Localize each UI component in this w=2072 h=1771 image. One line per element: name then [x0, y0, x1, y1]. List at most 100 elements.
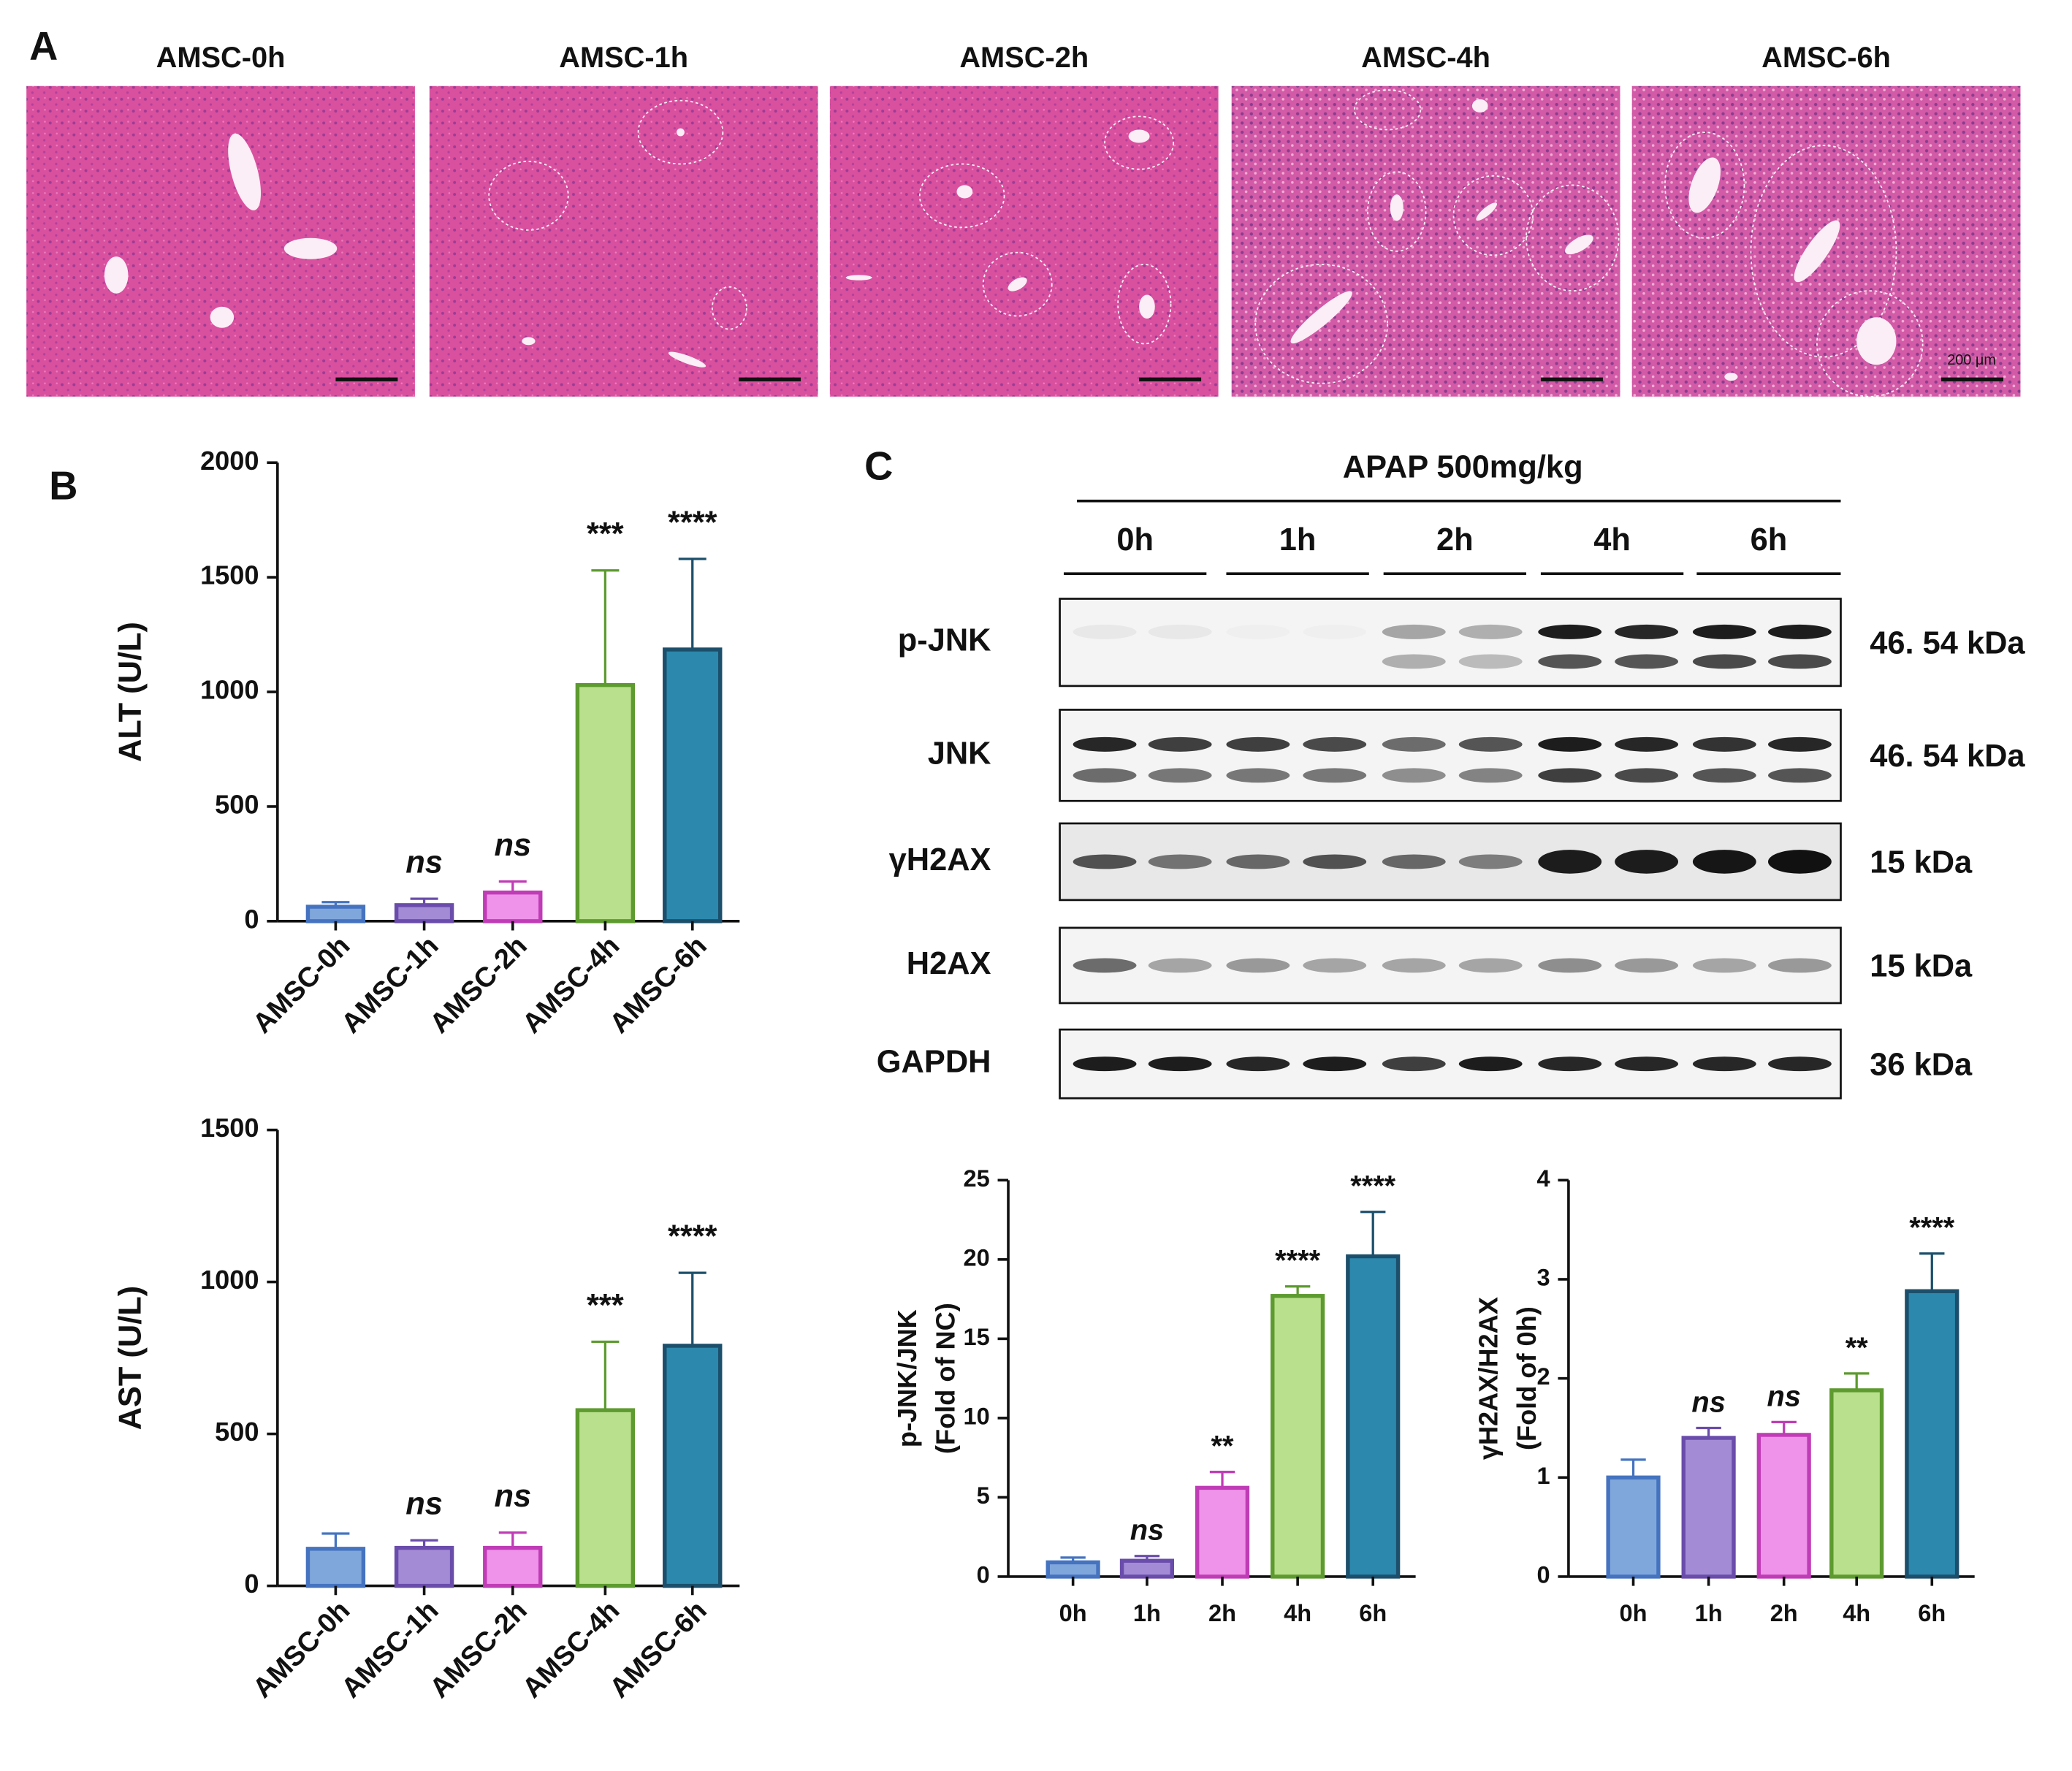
- significance-label: ****: [668, 505, 717, 540]
- significance-label: ns: [494, 828, 531, 863]
- image-title: AMSC-0h: [156, 42, 286, 74]
- bar: [1756, 1433, 1811, 1579]
- vessel: [283, 237, 338, 259]
- bar: [575, 1408, 636, 1588]
- significance-label: ns: [1130, 1515, 1164, 1547]
- band: [1692, 958, 1756, 973]
- y-tick-label: 0: [244, 904, 259, 934]
- band: [1768, 736, 1832, 752]
- lesion-outline: [1526, 184, 1620, 292]
- lesion-outline: [637, 99, 724, 165]
- timepoint-label: 0h: [1116, 522, 1154, 557]
- histology-image: [829, 85, 1219, 397]
- x-tick-label: 1h: [1695, 1600, 1723, 1626]
- y-tick-label: 0: [1536, 1562, 1550, 1588]
- bar: [305, 904, 366, 923]
- lesion-outline: [1367, 171, 1427, 252]
- y-tick-label: 1500: [200, 1113, 259, 1143]
- blot-protein: γH2AX: [889, 842, 991, 877]
- image-title: AMSC-2h: [959, 42, 1089, 74]
- band: [1458, 1056, 1523, 1072]
- band: [1073, 1056, 1137, 1072]
- band: [1148, 854, 1212, 869]
- bar: [1119, 1558, 1175, 1579]
- lesion-outline: [1117, 264, 1172, 345]
- lesion-outline: [1353, 89, 1422, 131]
- bar: [1606, 1475, 1661, 1579]
- bar: [663, 647, 723, 923]
- vessel: [1290, 291, 1352, 344]
- blot: [1059, 926, 1842, 1005]
- panel-label: B: [49, 465, 77, 509]
- significance-label: **: [1846, 1332, 1868, 1364]
- y-tick-label: 25: [963, 1165, 989, 1192]
- blot-size: 46. 54 kDa: [1870, 739, 2025, 774]
- x-tick-label: 4h: [1284, 1600, 1311, 1626]
- band: [1692, 624, 1756, 639]
- lesion-outline: [1664, 132, 1745, 239]
- band: [1615, 850, 1679, 874]
- band: [1303, 1056, 1367, 1072]
- vessel: [1688, 157, 1721, 213]
- band: [1458, 736, 1523, 752]
- band: [1615, 736, 1679, 752]
- bar: [394, 903, 454, 923]
- bar: [1271, 1294, 1325, 1579]
- bar: [305, 1547, 366, 1588]
- y-tick-label: 10: [963, 1403, 989, 1429]
- band: [1458, 654, 1523, 669]
- significance-label: ****: [1275, 1245, 1320, 1277]
- band: [1073, 854, 1137, 869]
- bar: [1681, 1436, 1736, 1579]
- band: [1615, 958, 1679, 973]
- band: [1226, 854, 1290, 869]
- band: [1768, 1056, 1832, 1072]
- band: [1148, 624, 1212, 639]
- band: [1768, 850, 1832, 874]
- vessel: [1390, 194, 1403, 221]
- y-axis-label: γH2AX/H2AX: [1474, 1297, 1504, 1460]
- y-tick-label: 5: [977, 1482, 990, 1509]
- band: [1768, 768, 1832, 783]
- histology-image: [429, 85, 818, 397]
- y-tick-label: 500: [215, 789, 259, 819]
- vessel: [845, 275, 872, 281]
- significance-label: ****: [668, 1219, 717, 1254]
- vessel: [522, 337, 536, 346]
- significance-label: ns: [405, 845, 443, 880]
- band: [1538, 736, 1602, 752]
- y-axis-label: (Fold of NC): [930, 1303, 960, 1454]
- significance-label: ****: [1909, 1212, 1954, 1244]
- x-tick-label: 2h: [1208, 1600, 1236, 1626]
- x-tick-label: 1h: [1133, 1600, 1161, 1626]
- significance-label: ns: [494, 1479, 531, 1514]
- timepoint-label: 4h: [1593, 522, 1631, 557]
- blot-protein: p-JNK: [898, 623, 991, 658]
- blot-protein: JNK: [928, 736, 991, 771]
- band: [1148, 736, 1212, 752]
- band: [1615, 1056, 1679, 1072]
- y-axis-label: AST (U/L): [113, 1286, 148, 1431]
- y-tick-label: 1000: [200, 675, 259, 705]
- vessel: [1724, 373, 1738, 381]
- y-tick-label: 4: [1536, 1165, 1550, 1192]
- y-tick-label: 500: [215, 1417, 259, 1447]
- band: [1458, 854, 1523, 869]
- y-tick-label: 3: [1536, 1265, 1550, 1291]
- y-axis-label: (Fold of 0h): [1512, 1306, 1542, 1450]
- lesion-outline: [1254, 264, 1389, 384]
- bar: [663, 1344, 723, 1588]
- band: [1303, 958, 1367, 973]
- y-axis-label: ALT (U/L): [113, 622, 148, 762]
- timepoint-label: 1h: [1279, 522, 1317, 557]
- vessel: [677, 128, 685, 137]
- lesion-outline: [1452, 175, 1534, 256]
- vessel: [1008, 277, 1027, 292]
- lesion-outline: [488, 160, 569, 231]
- lesion-outline: [711, 286, 747, 330]
- band: [1615, 654, 1679, 669]
- blot: [1059, 598, 1842, 688]
- band: [1303, 736, 1367, 752]
- bar: [1195, 1485, 1250, 1579]
